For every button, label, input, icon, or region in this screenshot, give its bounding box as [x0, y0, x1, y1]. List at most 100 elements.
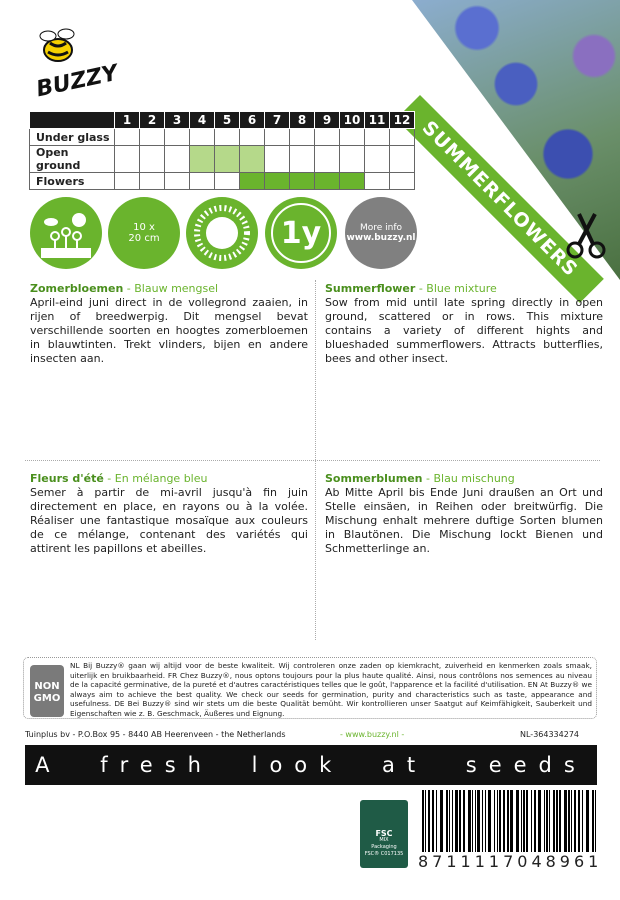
quality-notice-text: NL Bij Buzzy® gaan wij altijd voor de be… [70, 661, 592, 718]
buzzy-logo: BUZZY [34, 28, 122, 98]
calendar-cell [189, 128, 215, 146]
calendar-cell [339, 145, 365, 173]
calendar-cell [114, 128, 140, 146]
calendar-cell [139, 172, 165, 190]
barcode-bar [521, 790, 522, 852]
calendar-cell [289, 128, 315, 146]
more-info-label: More info [359, 223, 403, 233]
calendar-cell [389, 172, 415, 190]
barcode-bar [497, 790, 498, 852]
barcode-bar [422, 790, 424, 852]
sowing-calendar: 1 2 3 4 5 6 7 8 9 10 11 12 Under glass Open ground … [29, 111, 415, 190]
barcode-bar [571, 790, 572, 852]
barcode-bar [446, 790, 448, 852]
barcode-bar [582, 790, 583, 852]
svg-text:BUZZY: BUZZY [34, 60, 122, 98]
calendar-cell [264, 128, 290, 146]
barcode-bar [549, 790, 550, 852]
barcode-bar [455, 790, 458, 852]
product-code: NL-364334274 [520, 730, 579, 739]
barcode-bar [452, 790, 453, 852]
calendar-cell [339, 128, 365, 146]
month-header: 11 [364, 111, 390, 129]
annual-icon: 1y [265, 197, 337, 269]
barcode-bar [482, 790, 483, 852]
block-body: April-eind juni direct in de vollegrond … [30, 296, 308, 365]
website-link[interactable]: - www.buzzy.nl - [340, 730, 405, 739]
barcode-bar [534, 790, 536, 852]
barcode-bar [459, 790, 461, 852]
calendar-cell [114, 172, 140, 190]
row-label: Flowers [29, 172, 115, 190]
block-subtitle: - Blue mixture [415, 282, 497, 295]
spacing-value: 10 x 20 cm [128, 222, 160, 244]
barcode [422, 790, 596, 852]
calendar-cell [214, 128, 240, 146]
block-body: Ab Mitte April bis Ende Juni draußen an … [325, 486, 603, 555]
barcode-bar [499, 790, 501, 852]
calendar-cell [364, 128, 390, 146]
calendar-cell [364, 172, 390, 190]
calendar-cell [239, 172, 265, 190]
block-subtitle: - Blauw mengsel [123, 282, 219, 295]
row-label: Under glass [29, 128, 115, 146]
block-body: Semer à partir de mi-avril jusqu'à fin j… [30, 486, 308, 555]
barcode-bar [574, 790, 576, 852]
calendar-cell [289, 145, 315, 173]
barcode-bar [468, 790, 471, 852]
quality-notice-box [23, 657, 597, 719]
barcode-bar [463, 790, 465, 852]
calendar-cell [389, 128, 415, 146]
calendar-cell [314, 128, 340, 146]
more-info-url[interactable]: www.buzzy.nl [346, 233, 416, 243]
barcode-bar [538, 790, 541, 852]
barcode-bar [523, 790, 525, 852]
badge-line: GMO [33, 693, 61, 704]
non-gmo-badge: NON GMO [30, 665, 64, 717]
month-header: 4 [189, 111, 215, 129]
spacing-icon: 10 x 20 cm [108, 197, 180, 269]
calendar-cell [264, 172, 290, 190]
full-sun-icon [186, 197, 258, 269]
barcode-bar [544, 790, 545, 852]
barcode-bar [472, 790, 473, 852]
calendar-cell [339, 172, 365, 190]
month-header: 5 [214, 111, 240, 129]
barcode-bar [425, 790, 426, 852]
calendar-cell [239, 128, 265, 146]
block-subtitle: - Blau mischung [422, 472, 515, 485]
calendar-cell [264, 145, 290, 173]
calendar-cell [164, 128, 190, 146]
text-block-nl: Zomerbloemen - Blauw mengsel April-eind j… [30, 282, 308, 366]
calendar-cell [139, 128, 165, 146]
calendar-cell [314, 172, 340, 190]
month-header: 6 [239, 111, 265, 129]
more-info-icon[interactable]: More info www.buzzy.nl [345, 197, 417, 269]
barcode-bar [510, 790, 513, 852]
barcode-bar [428, 790, 430, 852]
barcode-bar [475, 790, 476, 852]
barcode-bar [507, 790, 509, 852]
calendar-cell [139, 145, 165, 173]
calendar-cell [164, 145, 190, 173]
block-title: Sommerblumen [325, 472, 423, 485]
scissors-icon [566, 213, 606, 259]
block-title: Zomerbloemen [30, 282, 124, 295]
badge-line: NON [34, 681, 60, 692]
text-block-en: Summerflower - Blue mixture Sow from mid … [325, 282, 603, 366]
barcode-bar [494, 790, 495, 852]
barcode-bar [578, 790, 580, 852]
calendar-cell [364, 145, 390, 173]
block-subtitle: - En mélange bleu [103, 472, 208, 485]
calendar-cell [389, 145, 415, 173]
barcode-bar [564, 790, 567, 852]
barcode-bar [595, 790, 596, 852]
calendar-corner [29, 111, 115, 129]
month-header: 2 [139, 111, 165, 129]
barcode-bar [516, 790, 519, 852]
barcode-bar [477, 790, 480, 852]
calendar-cell [214, 145, 240, 173]
barcode-bar [531, 790, 532, 852]
month-header: 9 [314, 111, 340, 129]
barcode-bar [488, 790, 491, 852]
